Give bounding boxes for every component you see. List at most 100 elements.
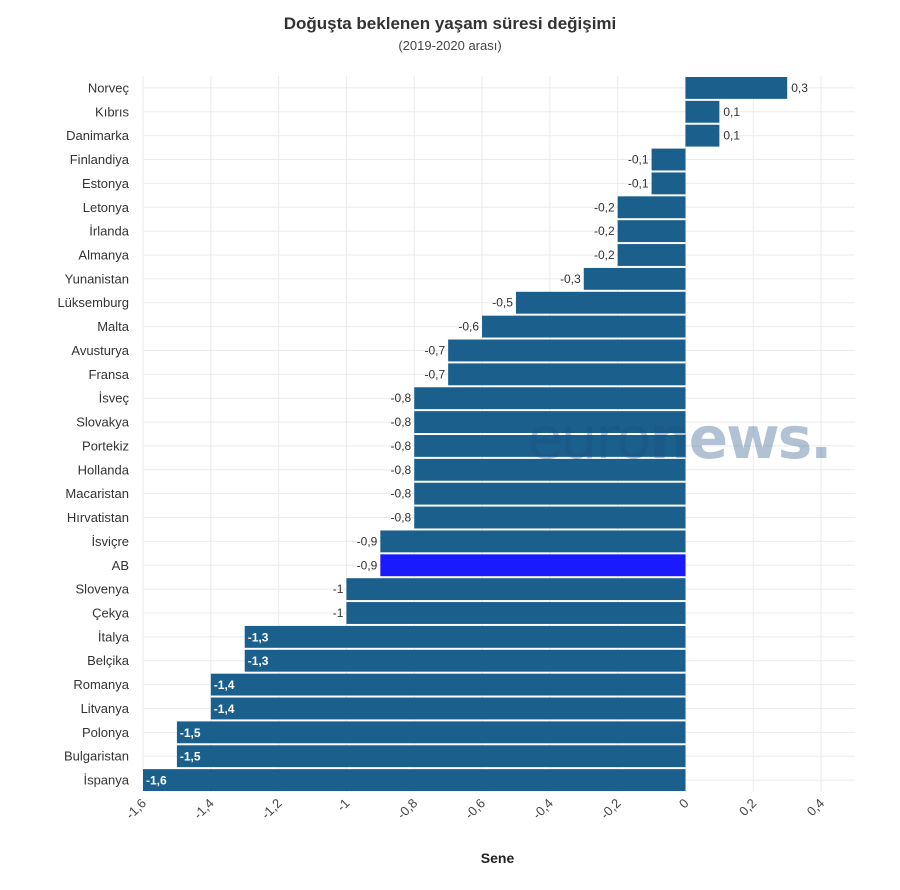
chart-subtitle: (2019-2020 arası) xyxy=(398,38,502,53)
data-label: -1 xyxy=(333,606,344,620)
bar-22 xyxy=(346,578,686,601)
bar-13 xyxy=(448,363,686,386)
category-label: Belçika xyxy=(87,653,130,668)
data-label: -0,8 xyxy=(391,487,412,501)
data-label: -0,8 xyxy=(391,463,412,477)
bar-28 xyxy=(176,721,686,744)
x-tick-label: 0 xyxy=(676,796,692,812)
data-label: -0,8 xyxy=(391,391,412,405)
category-label: Hırvatistan xyxy=(67,510,129,525)
bar-20 xyxy=(380,530,686,553)
data-label: -0,1 xyxy=(628,153,649,167)
bar-1 xyxy=(685,77,788,99)
data-label: -0,3 xyxy=(560,272,581,286)
category-label: Polonya xyxy=(82,725,130,740)
data-label: -0,5 xyxy=(492,296,513,310)
bar-4 xyxy=(651,148,686,171)
data-label: -1,4 xyxy=(214,702,235,716)
category-label: Portekiz xyxy=(82,438,129,453)
data-label: -0,8 xyxy=(391,511,412,525)
bar-17 xyxy=(414,458,686,481)
x-tick-label: -1 xyxy=(334,796,353,815)
chart-title: Doğuşta beklenen yaşam süresi değişimi xyxy=(283,14,617,33)
bar-30 xyxy=(143,769,686,791)
bar-21 xyxy=(380,554,686,577)
x-tick-label: -1,2 xyxy=(258,796,284,822)
category-label: Norveç xyxy=(88,80,130,95)
bar-18 xyxy=(414,482,686,505)
data-label: -1,4 xyxy=(214,678,235,692)
category-label: Hollanda xyxy=(78,462,130,477)
category-label: İspanya xyxy=(83,773,129,788)
data-label: -0,6 xyxy=(458,320,479,334)
data-label: -1,3 xyxy=(248,630,269,644)
bar-9 xyxy=(583,267,686,290)
data-label: -0,1 xyxy=(628,176,649,190)
category-label: Estonya xyxy=(82,176,130,191)
bar-7 xyxy=(617,220,686,243)
data-label: 0,3 xyxy=(791,81,808,95)
data-label: -1 xyxy=(333,582,344,596)
data-label: -0,8 xyxy=(391,415,412,429)
x-tick-label: -0,4 xyxy=(530,796,556,822)
data-label: -1,6 xyxy=(146,774,167,788)
bar-19 xyxy=(414,506,686,529)
data-label: -1,5 xyxy=(180,750,201,764)
data-label: -0,2 xyxy=(594,200,615,214)
bar-16 xyxy=(414,435,686,457)
data-label: 0,1 xyxy=(723,129,740,143)
x-tick-label: -0,2 xyxy=(597,796,623,822)
data-label: -0,2 xyxy=(594,224,615,238)
category-label: İrlanda xyxy=(89,224,130,239)
category-label: Almanya xyxy=(78,248,129,263)
data-label: -0,9 xyxy=(357,558,378,572)
x-axis-label: Sene xyxy=(480,850,515,866)
bar-14 xyxy=(414,387,686,410)
bar-11 xyxy=(482,315,686,338)
x-tick-label: -0,8 xyxy=(394,796,420,822)
category-label: Romanya xyxy=(73,677,129,692)
bar-26 xyxy=(210,673,686,696)
data-label: -0,8 xyxy=(391,439,412,453)
category-label: İsveç xyxy=(99,391,130,406)
category-label: İtalya xyxy=(98,629,130,644)
category-label: Kıbrıs xyxy=(95,104,129,119)
x-tick-label: -1,6 xyxy=(123,796,149,822)
category-label: Slovakya xyxy=(76,415,130,430)
category-label: Slovenya xyxy=(76,582,130,597)
category-label: Lüksemburg xyxy=(57,295,129,310)
category-label: Malta xyxy=(97,319,130,334)
x-tick-label: 0,4 xyxy=(804,796,827,819)
data-label: -0,2 xyxy=(594,248,615,262)
bar-29 xyxy=(176,745,686,768)
bar-5 xyxy=(651,172,686,195)
category-label: İsviçre xyxy=(91,534,129,549)
x-tick-label: -0,6 xyxy=(462,796,488,822)
data-label: -0,7 xyxy=(424,367,445,381)
data-label: -0,7 xyxy=(424,343,445,357)
data-label: 0,1 xyxy=(723,105,740,119)
category-label: Finlandiya xyxy=(70,152,130,167)
bar-3 xyxy=(685,124,720,147)
category-label: Danimarka xyxy=(66,128,130,143)
category-label: Yunanistan xyxy=(65,271,129,286)
bar-8 xyxy=(617,244,686,266)
category-label: Letonya xyxy=(83,200,130,215)
bar-2 xyxy=(685,100,720,123)
category-label: Çekya xyxy=(92,606,130,621)
data-label: -1,5 xyxy=(180,726,201,740)
category-label: Macaristan xyxy=(65,486,129,501)
bar-25 xyxy=(244,649,686,672)
bar-23 xyxy=(346,602,686,624)
category-label: Avusturya xyxy=(71,343,129,358)
bar-24 xyxy=(244,625,686,648)
x-tick-label: -1,4 xyxy=(190,796,216,822)
euronews-logo-watermark: euronews. xyxy=(527,404,832,472)
x-tick-label: 0,2 xyxy=(736,796,759,819)
bar-27 xyxy=(210,697,686,720)
category-label: Bulgaristan xyxy=(64,749,129,764)
bar-6 xyxy=(617,196,686,219)
bar-15 xyxy=(414,411,686,433)
bar-10 xyxy=(515,291,686,314)
